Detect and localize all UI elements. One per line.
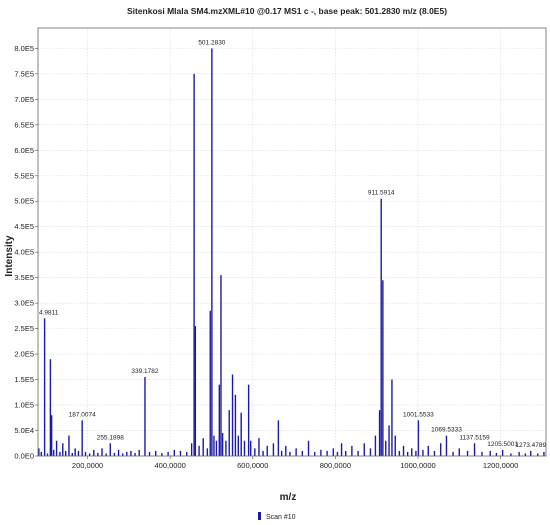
- chart-peak-labels: 4.9811 187.0074 255.1898 339.1782 501.2830 91…: [39, 39, 546, 449]
- y-tick-label: 5.5E5: [14, 171, 34, 180]
- y-tick-label: 4.5E5: [14, 222, 34, 231]
- x-tick-label: 600,0000: [237, 461, 268, 470]
- chart-title: Sitenkosi Mlala SM4.mzXML#10 @0.17 MS1 c…: [127, 6, 447, 16]
- plot-frame: [37, 27, 547, 457]
- x-tick-label: 1000,0000: [400, 461, 435, 470]
- peak-label: 1205.5001: [487, 441, 518, 448]
- y-axis-ticks: 0.0E0 5.0E4 1.0E5 1.5E5 2.0E5 2.5E5 3.0E5 3.5E5…: [14, 44, 38, 461]
- x-tick-label: 800,0000: [320, 461, 351, 470]
- y-tick-label: 3.0E5: [14, 299, 34, 308]
- x-tick-label: 200,0000: [72, 461, 103, 470]
- y-tick-label: 1.5E5: [14, 375, 34, 384]
- y-axis-label: Intensity: [4, 235, 15, 277]
- x-axis-ticks: 200,0000 400,0000 600,0000 800,0000 1000,000…: [72, 456, 518, 470]
- y-tick-label: 6.0E5: [14, 146, 34, 155]
- y-tick-label: 2.5E5: [14, 324, 34, 333]
- y-tick-label: 5.0E4: [14, 426, 34, 435]
- legend-label: Scan #10: [266, 514, 296, 521]
- y-tick-label: 0.0E0: [14, 452, 34, 461]
- y-tick-label: 7.5E5: [14, 69, 34, 78]
- chart-peaks: [38, 48, 545, 456]
- chart-grid: [38, 28, 546, 457]
- peak-label: 4.9811: [39, 309, 59, 316]
- y-tick-label: 5.0E5: [14, 197, 34, 206]
- legend-swatch: [258, 512, 261, 520]
- x-axis-label: m/z: [280, 492, 297, 503]
- x-tick-label: 1200,0000: [483, 461, 518, 470]
- y-tick-label: 8.0E5: [14, 44, 34, 53]
- peak-label: 339.1782: [131, 368, 158, 375]
- peak-label: 187.0074: [69, 411, 96, 418]
- y-tick-label: 7.0E5: [14, 95, 34, 104]
- peak-label: 1273.4789: [515, 442, 546, 449]
- peak-label: 1069.5333: [431, 427, 462, 434]
- peak-label: 911.5914: [368, 190, 395, 197]
- y-tick-label: 1.0E5: [14, 401, 34, 410]
- peak-label: 255.1898: [97, 434, 124, 441]
- legend: Scan #10: [258, 512, 296, 521]
- x-tick-label: 400,0000: [155, 461, 186, 470]
- y-tick-label: 6.5E5: [14, 120, 34, 129]
- peak-label: 1137.5159: [459, 434, 490, 441]
- y-tick-label: 2.0E5: [14, 350, 34, 359]
- peak-label: 1001.5533: [403, 411, 434, 418]
- peak-label: 501.2830: [198, 39, 225, 46]
- y-tick-label: 3.5E5: [14, 273, 34, 282]
- y-tick-label: 4.0E5: [14, 248, 34, 257]
